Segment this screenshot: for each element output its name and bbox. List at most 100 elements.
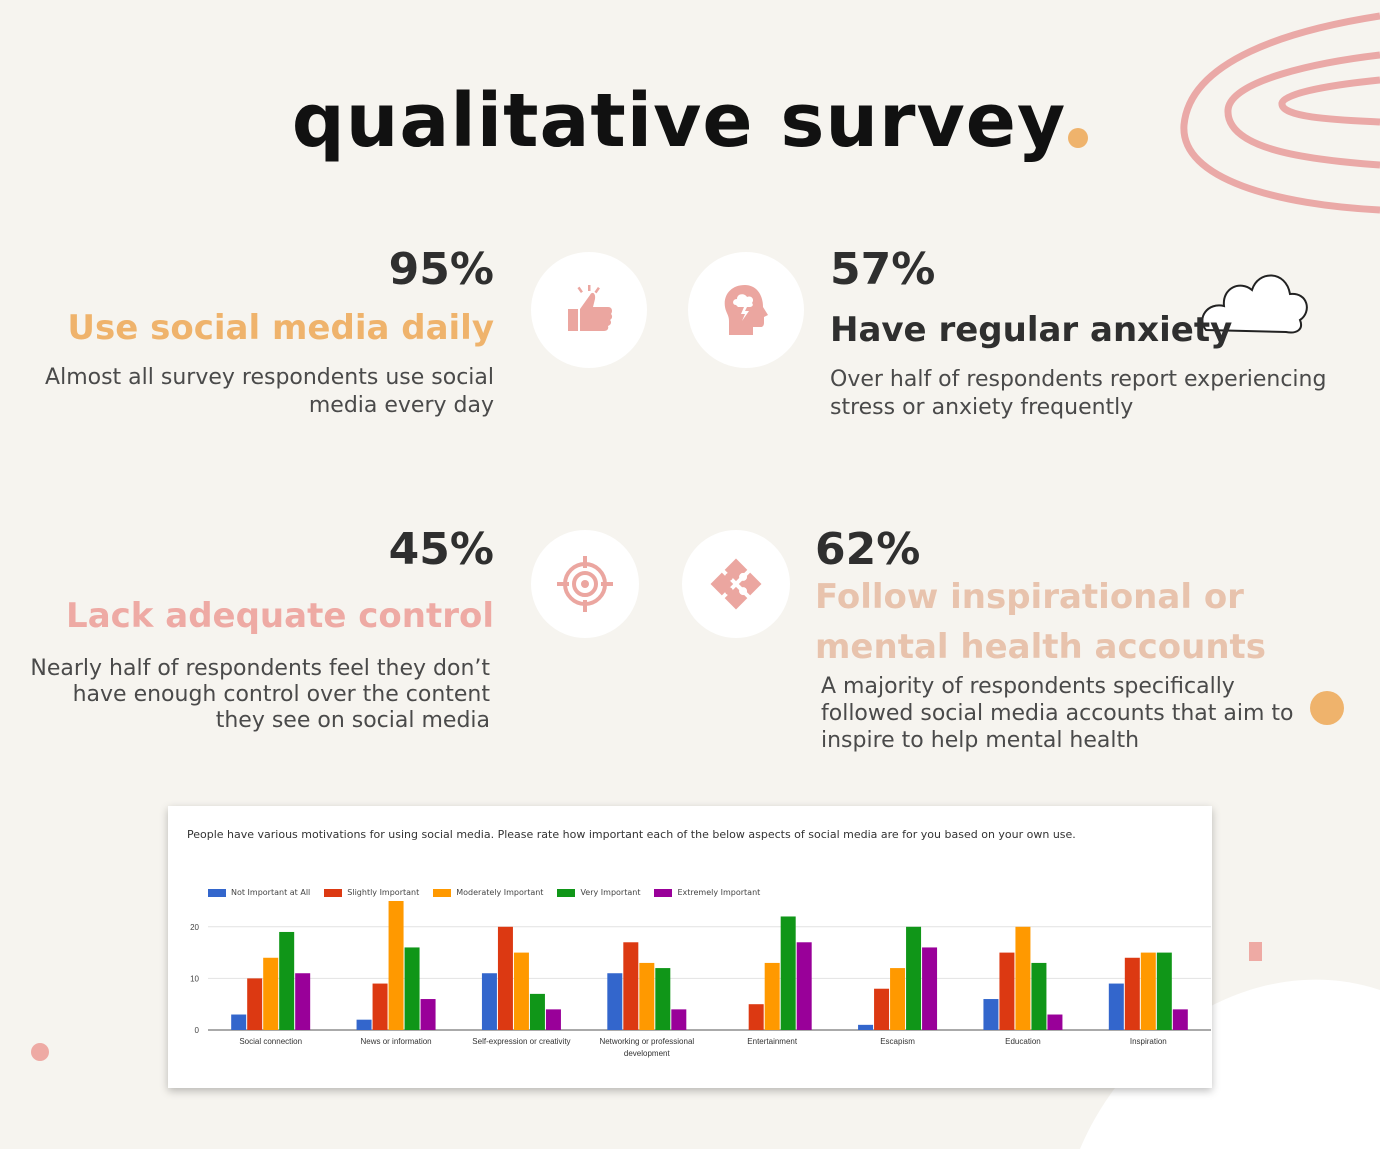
legend-swatch xyxy=(324,888,343,897)
bar xyxy=(404,947,420,1030)
stat-percent-daily: 95% xyxy=(388,244,494,295)
headline-line: Follow inspirational or xyxy=(815,577,1244,617)
x-category-label: News or information xyxy=(360,1037,431,1046)
thumbs-up-icon-circle xyxy=(531,252,647,368)
bar xyxy=(983,999,999,1030)
stat-headline-inspirational: Follow inspirational or mental health ac… xyxy=(815,572,1266,672)
desc-line: they see on social media xyxy=(215,708,490,733)
bar xyxy=(372,983,388,1030)
legend-item: Slightly Important xyxy=(324,888,419,897)
head-storm-icon-circle xyxy=(688,252,804,368)
legend-swatch xyxy=(557,888,576,897)
y-tick-label: 20 xyxy=(190,923,199,932)
bar xyxy=(545,1009,561,1030)
x-category-label: Entertainment xyxy=(747,1037,798,1046)
orange-dot-decoration xyxy=(1310,691,1344,725)
bar xyxy=(671,1009,687,1030)
x-category-label: development xyxy=(624,1049,671,1058)
x-category-label: Networking or professional xyxy=(599,1037,694,1046)
bar xyxy=(639,962,655,1030)
legend-swatch xyxy=(433,888,452,897)
bar xyxy=(529,993,545,1030)
y-tick-label: 0 xyxy=(195,1026,200,1035)
legend-swatch xyxy=(654,888,673,897)
bar xyxy=(780,916,796,1030)
desc-line: Nearly half of respondents feel they don… xyxy=(30,656,490,681)
chart-legend: Not Important at All Slightly Important Mo… xyxy=(208,888,760,897)
bar xyxy=(655,968,671,1030)
x-category-label: Escapism xyxy=(880,1037,915,1046)
desc-line: stress or anxiety frequently xyxy=(830,395,1134,420)
stat-description-anxiety: Over half of respondents report experien… xyxy=(830,366,1326,422)
legend-item: Moderately Important xyxy=(433,888,543,897)
desc-line: Almost all survey respondents use social xyxy=(45,365,494,390)
bar xyxy=(922,947,938,1030)
legend-item: Extremely Important xyxy=(654,888,760,897)
bar xyxy=(295,973,311,1030)
legend-item: Very Important xyxy=(557,888,640,897)
legend-label: Not Important at All xyxy=(231,888,311,897)
puzzle-icon xyxy=(710,558,762,610)
stat-description-control: Nearly half of respondents feel they don… xyxy=(30,656,490,734)
legend-swatch xyxy=(208,888,226,897)
bar xyxy=(247,978,263,1030)
bar xyxy=(497,926,513,1030)
pink-dot-decoration xyxy=(31,1043,49,1061)
bar-chart: 0 10 20 Social connection News or informatio… xyxy=(190,901,1211,1058)
survey-chart-card: People have various motivations for usin… xyxy=(168,806,1212,1088)
bar xyxy=(279,931,295,1030)
bar xyxy=(1156,952,1172,1030)
head-storm-icon xyxy=(724,285,768,335)
bar xyxy=(874,988,890,1030)
stat-headline-control: Lack adequate control xyxy=(66,596,494,636)
bar xyxy=(748,1004,764,1030)
legend-label: Slightly Important xyxy=(347,888,420,897)
stat-description-daily: Almost all survey respondents use social… xyxy=(45,364,494,420)
stat-headline-anxiety: Have regular anxiety xyxy=(830,310,1233,350)
page-title: qualitative survey xyxy=(0,78,1380,164)
x-category-label: Self-expression or creativity xyxy=(472,1037,570,1046)
bar xyxy=(796,942,812,1030)
white-blob-decoration xyxy=(1080,979,1380,1149)
stat-headline-daily: Use social media daily xyxy=(67,308,494,348)
target-icon-circle xyxy=(531,530,639,638)
x-category-label: Inspiration xyxy=(1130,1037,1167,1046)
cloud-decoration xyxy=(1201,274,1308,334)
bar xyxy=(1172,1009,1188,1030)
stat-percent-anxiety: 57% xyxy=(830,244,936,295)
legend-label: Moderately Important xyxy=(456,888,544,897)
title-dot xyxy=(1068,128,1089,148)
pink-bar-decoration xyxy=(1249,942,1262,961)
bar xyxy=(1047,1014,1063,1030)
bar xyxy=(388,901,404,1030)
bar xyxy=(231,1014,247,1030)
puzzle-icon-circle xyxy=(682,530,790,638)
legend-label: Extremely Important xyxy=(677,888,761,897)
bar xyxy=(890,968,906,1030)
stat-percent-inspirational: 62% xyxy=(815,524,921,575)
thumbs-up-icon xyxy=(568,285,613,331)
desc-line: have enough control over the content xyxy=(72,682,490,707)
bar xyxy=(906,926,922,1030)
desc-line: inspire to help mental health xyxy=(821,728,1140,753)
bar xyxy=(1108,983,1124,1030)
bar xyxy=(1140,952,1156,1030)
desc-line: followed social media accounts that aim … xyxy=(821,701,1294,726)
stat-percent-control: 45% xyxy=(388,524,494,575)
bar xyxy=(623,942,639,1030)
legend-item: Not Important at All xyxy=(208,888,310,897)
bar xyxy=(263,957,279,1030)
bar xyxy=(1031,962,1047,1030)
bar xyxy=(420,999,436,1030)
desc-line: A majority of respondents specifically xyxy=(821,674,1235,699)
desc-line: Over half of respondents report experien… xyxy=(830,367,1327,392)
legend-label: Very Important xyxy=(580,888,641,897)
bar xyxy=(356,1019,372,1030)
y-tick-label: 10 xyxy=(190,974,199,983)
swirl-decoration xyxy=(1180,12,1380,214)
bar xyxy=(513,952,529,1030)
x-category-label: Education xyxy=(1005,1037,1041,1046)
target-icon xyxy=(557,556,613,612)
bar xyxy=(481,973,497,1030)
x-category-label: Social connection xyxy=(239,1037,302,1046)
